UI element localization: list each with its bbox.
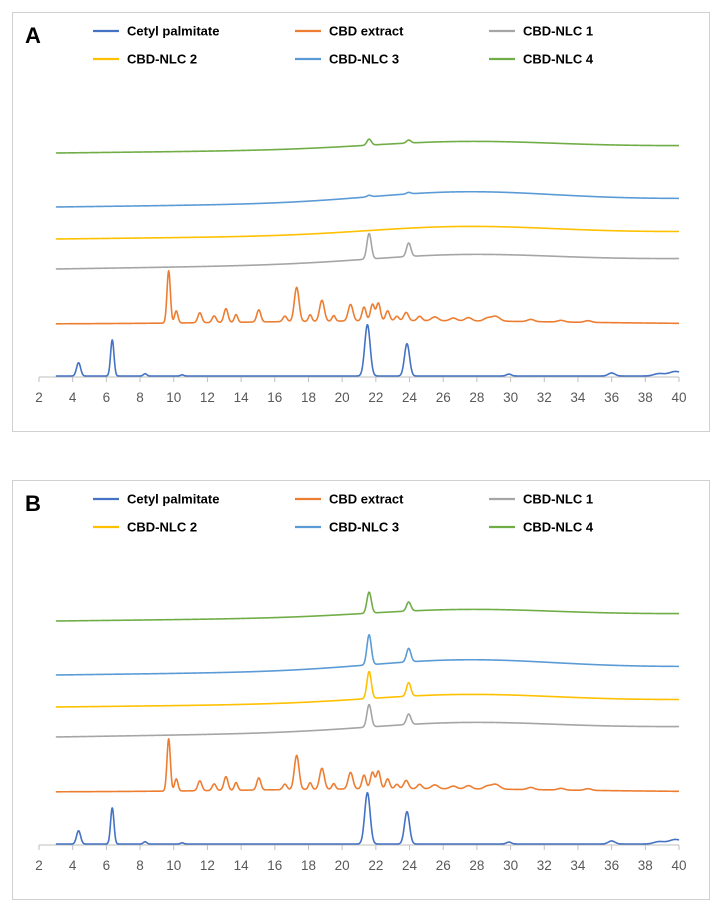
- x-tick-label: 32: [537, 390, 552, 405]
- panel-label: B: [25, 491, 41, 516]
- series-line-cetyl-palmitate: [55, 791, 680, 845]
- x-tick-label: 28: [469, 390, 484, 405]
- x-tick-label: 4: [69, 858, 77, 873]
- x-tick-label: 40: [671, 858, 686, 873]
- x-tick-label: 36: [604, 390, 619, 405]
- x-tick-label: 14: [234, 390, 250, 405]
- x-tick-label: 16: [267, 858, 282, 873]
- x-tick-label: 4: [69, 390, 77, 405]
- x-tick-label: 20: [335, 390, 350, 405]
- legend-entry: CBD-NLC 4: [523, 520, 594, 535]
- series-line-cbd-nlc-1: [55, 232, 680, 270]
- x-tick-label: 34: [570, 390, 586, 405]
- legend-entry: CBD-NLC 4: [523, 52, 594, 67]
- panel-label: A: [25, 23, 41, 48]
- x-tick-label: 22: [368, 390, 383, 405]
- chart-panel-a: A Cetyl palmitate CBD extract CBD-NLC 1 CBD-…: [12, 12, 710, 432]
- x-tick-label: 28: [469, 858, 484, 873]
- x-tick-label: 40: [671, 390, 686, 405]
- series-line-cbd-nlc-1: [55, 703, 680, 738]
- series-line-cbd-extract: [55, 270, 680, 325]
- x-tick-label: 10: [166, 390, 181, 405]
- x-tick-label: 38: [638, 858, 653, 873]
- series-line-cbd-nlc-3: [55, 190, 680, 208]
- x-tick-label: 14: [234, 858, 250, 873]
- x-tick-label: 8: [136, 858, 144, 873]
- x-tick-label: 10: [166, 858, 181, 873]
- x-tick-label: 30: [503, 390, 518, 405]
- x-tick-label: 34: [570, 858, 586, 873]
- legend-entry: CBD extract: [329, 24, 404, 39]
- x-tick-label: 32: [537, 858, 552, 873]
- legend-entry: CBD-NLC 3: [329, 52, 399, 67]
- chart-panel-b: B Cetyl palmitate CBD extract CBD-NLC 1 CBD-…: [12, 480, 710, 900]
- x-tick-label: 24: [402, 390, 418, 405]
- x-tick-label: 30: [503, 858, 518, 873]
- series-line-cbd-nlc-4: [55, 138, 680, 154]
- x-tick-label: 36: [604, 858, 619, 873]
- series-line-cetyl-palmitate: [55, 323, 680, 377]
- x-tick-label: 22: [368, 858, 383, 873]
- series-line-cbd-nlc-2: [55, 670, 680, 708]
- x-tick-label: 12: [200, 390, 215, 405]
- legend-entry: CBD-NLC 1: [523, 492, 593, 507]
- x-tick-label: 26: [436, 390, 451, 405]
- x-tick-label: 18: [301, 390, 316, 405]
- series-line-cbd-nlc-2: [55, 225, 680, 240]
- x-tick-label: 8: [136, 390, 144, 405]
- xrd-chart-svg: B Cetyl palmitate CBD extract CBD-NLC 1 CBD-…: [25, 491, 687, 873]
- legend-entry: CBD-NLC 3: [329, 520, 399, 535]
- x-tick-label: 38: [638, 390, 653, 405]
- x-tick-label: 6: [103, 858, 111, 873]
- series-line-cbd-extract: [55, 738, 680, 793]
- x-tick-label: 12: [200, 858, 215, 873]
- legend-entry: Cetyl palmitate: [127, 24, 219, 39]
- x-tick-label: 18: [301, 858, 316, 873]
- x-tick-label: 20: [335, 858, 350, 873]
- x-tick-label: 6: [103, 390, 111, 405]
- legend-entry: Cetyl palmitate: [127, 492, 219, 507]
- xrd-chart-svg: A Cetyl palmitate CBD extract CBD-NLC 1 CBD-…: [25, 23, 687, 405]
- x-tick-label: 2: [35, 858, 43, 873]
- legend-entry: CBD extract: [329, 492, 404, 507]
- series-line-cbd-nlc-3: [55, 634, 680, 676]
- legend-entry: CBD-NLC 2: [127, 52, 197, 67]
- legend-entry: CBD-NLC 1: [523, 24, 593, 39]
- x-tick-label: 24: [402, 858, 418, 873]
- x-tick-label: 16: [267, 390, 282, 405]
- series-line-cbd-nlc-4: [55, 591, 680, 622]
- x-tick-label: 2: [35, 390, 43, 405]
- legend-entry: CBD-NLC 2: [127, 520, 197, 535]
- x-tick-label: 26: [436, 858, 451, 873]
